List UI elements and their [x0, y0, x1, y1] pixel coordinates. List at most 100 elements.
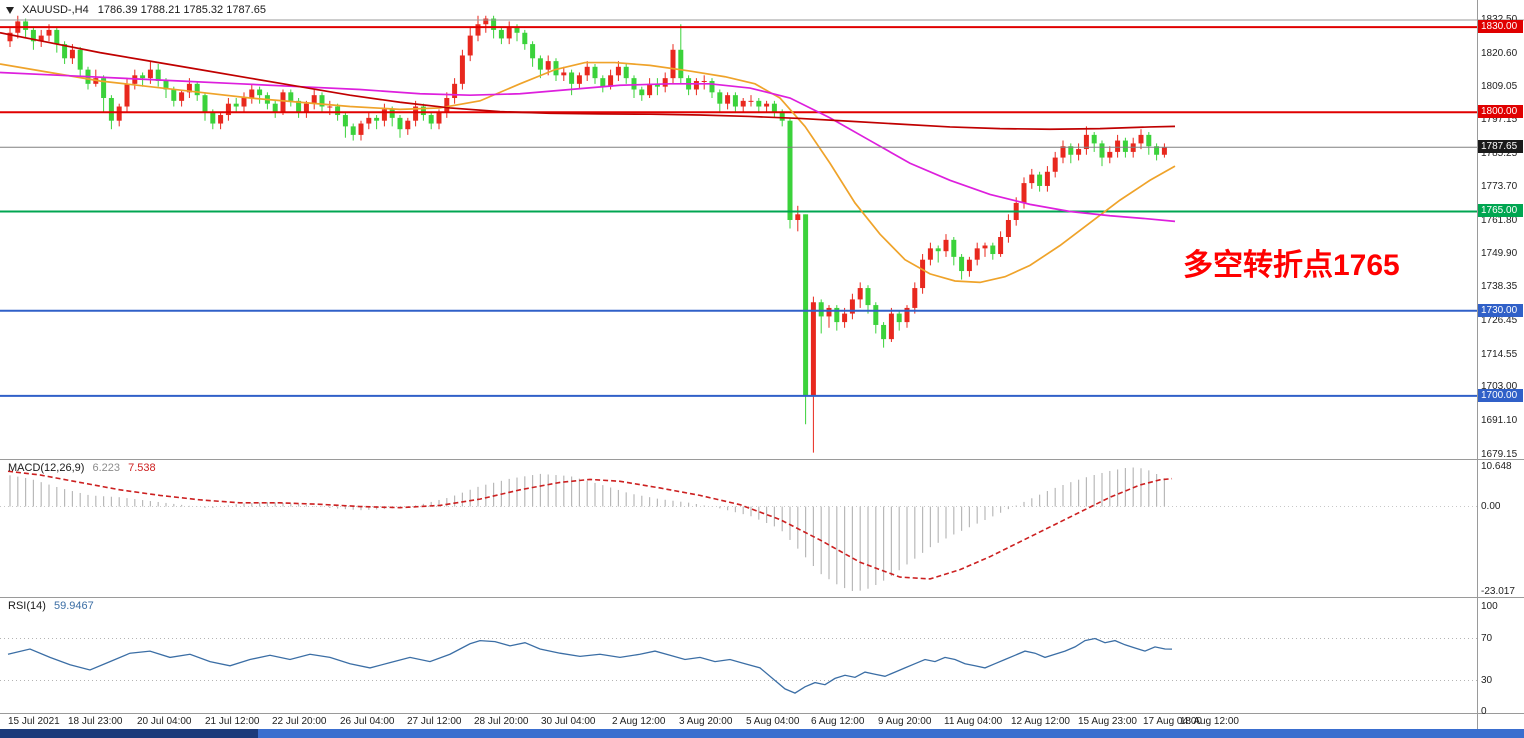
candle-body: [1060, 146, 1066, 158]
candle-body: [857, 288, 863, 300]
price-tick-label: 1761.80: [1481, 214, 1518, 226]
candle-body: [974, 248, 980, 260]
macd-scale-label: 10.648: [1481, 461, 1512, 472]
candle-body: [631, 78, 637, 90]
candle-body: [748, 100, 754, 102]
candle-body: [296, 100, 302, 113]
level-price-badge[interactable]: 1765.00: [1478, 204, 1523, 218]
candle-body: [514, 27, 520, 33]
candle-body: [584, 66, 590, 76]
time-axis-label: 12 Aug 12:00: [1011, 716, 1070, 727]
chart-title: XAUUSD-,H4 1786.39 1788.21 1785.32 1787.…: [6, 4, 266, 16]
candle-body: [140, 75, 146, 79]
candle-body: [405, 120, 411, 130]
price-tick-label: 1726.45: [1481, 314, 1518, 326]
ma-magenta-line: [0, 71, 1176, 223]
candle-body: [30, 29, 36, 42]
candle-body: [896, 313, 902, 323]
candle-body: [592, 66, 598, 79]
candle-body: [654, 83, 660, 87]
candle-body: [966, 259, 972, 272]
candle-body: [498, 29, 504, 39]
candle-body: [787, 120, 793, 220]
candle-body: [943, 239, 949, 252]
candle-body: [194, 83, 200, 96]
candle-body: [662, 78, 668, 87]
rsi-scale-label: 70: [1481, 632, 1493, 644]
ohlc-values: 1786.39 1788.21 1785.32 1787.65: [97, 4, 266, 17]
candle-body: [366, 117, 372, 124]
candle-body: [725, 95, 731, 104]
macd-main-value: 6.223: [92, 462, 121, 474]
time-axis-label: 28 Jul 20:00: [474, 716, 529, 727]
chinese-annotation[interactable]: 多空转折点1765: [1183, 249, 1400, 282]
bottom-scrollbar[interactable]: [258, 729, 1524, 738]
candle-body: [912, 288, 918, 308]
rsi-indicator-label: RSI(14) 59.9467: [8, 600, 99, 612]
level-price-badge[interactable]: 1730.00: [1478, 303, 1523, 317]
macd-scale-label: 0.00: [1481, 500, 1501, 512]
price-tick-label: 1679.15: [1481, 449, 1518, 460]
candle-body: [810, 302, 816, 396]
price-tick-label: 1809.05: [1481, 80, 1518, 92]
candle-body: [693, 80, 699, 90]
time-axis-label: 3 Aug 20:00: [679, 716, 733, 727]
candle-body: [959, 256, 965, 272]
price-tick-label: 1773.70: [1481, 180, 1518, 192]
candle-body: [615, 66, 621, 76]
candle-body: [1068, 146, 1074, 155]
candle-body: [381, 109, 387, 121]
candle-body: [982, 245, 988, 249]
rsi-value: 59.9467: [53, 600, 94, 612]
candle-body: [1161, 147, 1167, 155]
candle-body: [951, 239, 957, 257]
time-axis-label: 26 Jul 04:00: [340, 716, 395, 727]
candle-body: [62, 44, 68, 59]
candle-body: [756, 100, 762, 107]
candle-body: [413, 106, 419, 121]
price-tick-label: 1820.60: [1481, 47, 1518, 59]
candle-body: [1083, 134, 1089, 150]
price-tick-label: 1797.15: [1481, 114, 1518, 126]
price-tick-label: 1691.10: [1481, 415, 1518, 427]
level-price-badge[interactable]: 1800.00: [1478, 105, 1523, 119]
symbol-period-label: XAUUSD-,H4: [22, 4, 89, 17]
candle-body: [1005, 219, 1011, 238]
candle-body: [257, 89, 263, 96]
candle-body: [327, 106, 333, 108]
rsi-name: RSI(14): [8, 600, 46, 612]
candles-layer: [7, 15, 1167, 453]
candle-body: [1115, 140, 1121, 152]
candle-body: [436, 112, 442, 124]
candle-body: [452, 83, 458, 99]
candle-body: [670, 49, 676, 79]
candle-body: [358, 123, 364, 135]
candle-body: [927, 248, 933, 260]
macd-histogram: [9, 467, 1166, 591]
candle-body: [23, 21, 29, 30]
time-axis-label: 18 Jul 23:00: [68, 716, 123, 727]
candle-body: [350, 126, 356, 135]
candle-body: [998, 237, 1004, 255]
candle-body: [233, 103, 239, 107]
level-price-badge[interactable]: 1830.00: [1478, 20, 1523, 34]
candle-body: [335, 106, 341, 116]
candle-body: [709, 80, 715, 93]
candle-body: [1138, 134, 1144, 144]
price-tick-label: 1749.90: [1481, 248, 1518, 260]
candle-body: [561, 72, 567, 76]
candle-body: [101, 78, 107, 99]
time-axis-label: 11 Aug 04:00: [944, 716, 1003, 727]
candle-body: [732, 95, 738, 107]
time-axis-label: 17 Aug 04:00: [1143, 716, 1202, 727]
macd-name: MACD(12,26,9): [8, 462, 85, 474]
level-price-badge[interactable]: 1700.00: [1478, 388, 1523, 402]
candle-body: [881, 324, 887, 340]
time-axis-label: 21 Jul 12:00: [205, 716, 260, 727]
candle-body: [303, 103, 309, 113]
candle-body: [537, 58, 543, 70]
candle-body: [1076, 149, 1082, 155]
candle-body: [888, 313, 894, 340]
